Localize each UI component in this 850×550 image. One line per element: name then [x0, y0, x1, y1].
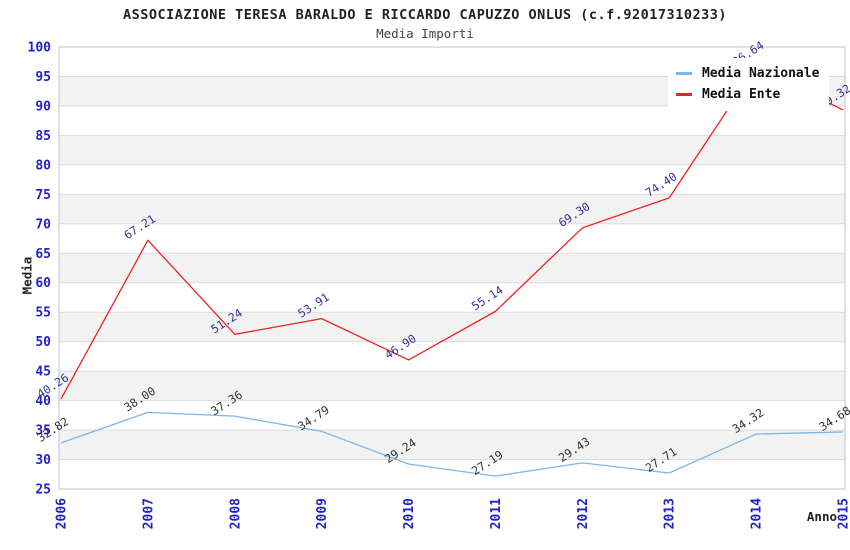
y-tick-label: 95	[35, 70, 51, 85]
x-tick-label: 2006	[55, 498, 70, 529]
y-tick-label: 50	[35, 335, 51, 350]
plot-border	[58, 46, 846, 490]
legend-item-media-nazionale[interactable]: Media Nazionale	[676, 63, 819, 84]
x-tick-label: 2014	[750, 498, 765, 529]
legend-label: Media Nazionale	[702, 66, 820, 81]
y-tick-label: 70	[35, 217, 51, 232]
y-axis-title: Media	[19, 256, 35, 295]
x-tick-label: 2008	[228, 498, 243, 529]
legend-item-media-ente[interactable]: Media Ente	[676, 84, 819, 105]
x-tick-label: 2012	[576, 498, 591, 529]
series-line-media-nazionale	[60, 411, 844, 477]
legend-swatch-nazionale-icon	[676, 72, 692, 75]
x-tick-label: 2009	[315, 498, 330, 529]
y-tick-label: 65	[35, 247, 51, 262]
y-tick-label: 90	[35, 99, 51, 114]
y-tick-label: 100	[28, 41, 52, 56]
chart-title: ASSOCIAZIONE TERESA BARALDO E RICCARDO C…	[123, 7, 727, 23]
grid-band	[59, 135, 845, 165]
y-tick-label: 85	[35, 129, 51, 144]
grid-band	[59, 253, 845, 283]
x-tick-label: 2015	[837, 498, 850, 529]
y-tick-label: 75	[35, 188, 51, 203]
legend-label: Media Ente	[702, 87, 781, 102]
x-axis-title: Anno	[806, 509, 837, 524]
y-tick-label: 25	[35, 483, 51, 498]
y-tick-label: 45	[35, 365, 51, 380]
x-tick-label: 2011	[489, 498, 504, 529]
series-line-media-ente	[60, 66, 844, 400]
y-tick-label: 35	[35, 424, 51, 439]
grid-band	[59, 430, 845, 460]
grid-band	[59, 312, 845, 342]
legend-swatch-ente-icon	[676, 93, 692, 96]
x-tick-label: 2010	[402, 498, 417, 529]
y-tick-label: 80	[35, 158, 51, 173]
y-tick-label: 60	[35, 276, 51, 291]
legend: Media Nazionale Media Ente	[668, 58, 830, 111]
data-label: 55.14	[469, 283, 506, 314]
y-tick-label: 40	[35, 394, 51, 409]
chart-subtitle: Media Importi	[376, 26, 474, 41]
grid-band	[59, 194, 845, 224]
y-tick-label: 55	[35, 306, 51, 321]
y-tick-label: 30	[35, 453, 51, 468]
grid-band	[59, 371, 845, 401]
data-label: 34.79	[295, 403, 332, 434]
x-tick-label: 2013	[663, 498, 678, 529]
x-tick-label: 2007	[141, 498, 156, 529]
